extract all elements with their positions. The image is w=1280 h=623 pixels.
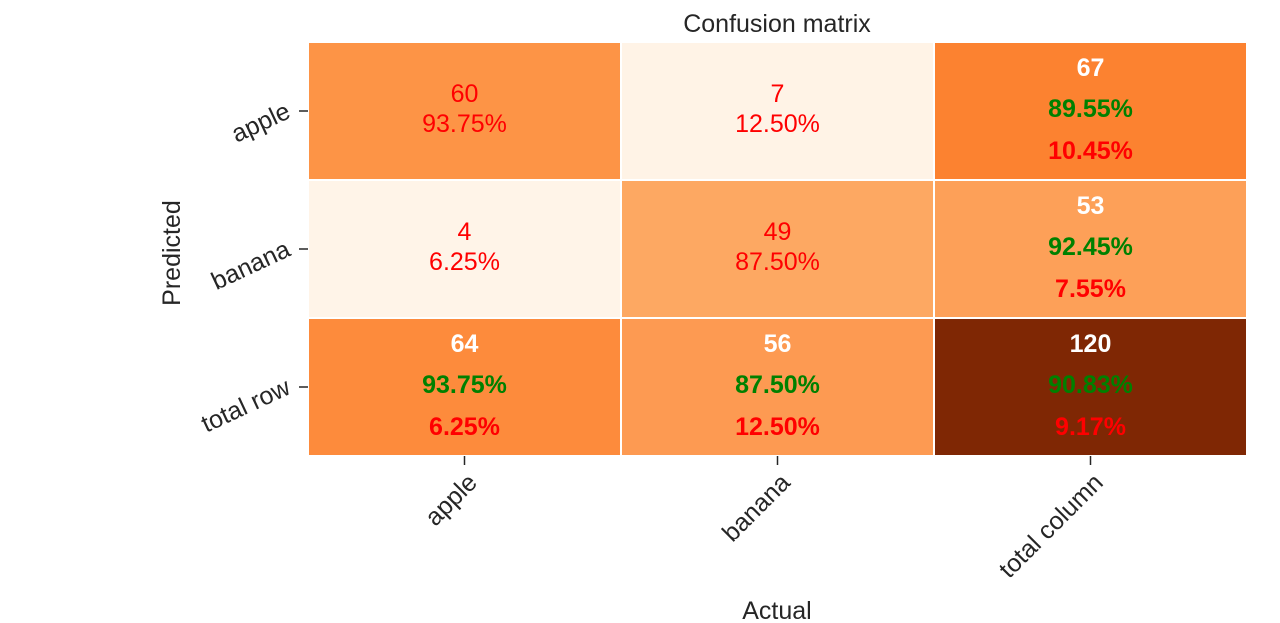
cell-percent-label: 6.25% <box>429 248 500 276</box>
total-error-percent-label: 6.25% <box>429 413 500 441</box>
cell-count-label: 4 <box>458 218 472 246</box>
total-correct-percent-label: 92.45% <box>1048 233 1133 261</box>
total-correct-percent-label: 90.83% <box>1048 371 1133 399</box>
total-count-label: 64 <box>451 330 479 358</box>
cell-count-label: 49 <box>764 218 792 246</box>
y-axis-ticks: apple banana total row <box>197 97 308 438</box>
cell-count-label: 7 <box>771 80 785 108</box>
heatmap-cell: 46.25% <box>307 179 622 319</box>
x-axis-label: Actual <box>742 597 811 623</box>
cell-count-label: 60 <box>451 80 479 108</box>
cell-percent-label: 12.50% <box>735 110 820 138</box>
heatmap-cell-rect <box>307 179 622 319</box>
heatmap-cell: 67 89.55% 10.45% <box>933 41 1248 181</box>
heatmap-cell-rect <box>933 41 1248 181</box>
total-correct-percent-label: 89.55% <box>1048 95 1133 123</box>
chart-title: Confusion matrix <box>683 10 871 38</box>
total-count-label: 56 <box>764 330 792 358</box>
total-error-percent-label: 12.50% <box>735 413 820 441</box>
y-tick-label: total row <box>197 373 295 439</box>
total-correct-percent-label: 93.75% <box>422 371 507 399</box>
y-tick-label: banana <box>207 235 295 296</box>
total-error-percent-label: 9.17% <box>1055 413 1126 441</box>
heatmap-cell: 53 92.45% 7.55% <box>933 179 1248 319</box>
x-tick-label: apple <box>420 468 483 531</box>
x-tick-label: banana <box>717 468 796 547</box>
y-tick-label: apple <box>227 97 294 148</box>
heatmap-cell: 56 87.50% 12.50% <box>620 317 935 457</box>
total-count-label: 120 <box>1070 330 1112 358</box>
total-count-label: 67 <box>1077 54 1105 82</box>
total-count-label: 53 <box>1077 192 1105 220</box>
cell-percent-label: 93.75% <box>422 110 507 138</box>
heatmap-cell: 120 90.83% 9.17% <box>933 317 1248 457</box>
total-error-percent-label: 7.55% <box>1055 275 1126 303</box>
x-tick-label: total column <box>994 468 1109 583</box>
total-correct-percent-label: 87.50% <box>735 371 820 399</box>
heatmap-cell-rect <box>307 41 622 181</box>
heatmap-cell: 64 93.75% 6.25% <box>307 317 622 457</box>
heatmap-cell-rect <box>620 179 935 319</box>
heatmap-cell: 712.50% <box>620 41 935 181</box>
heatmap-cells: 6093.75%712.50%6789.55%10.45%46.25%4987.… <box>307 41 1248 457</box>
heatmap-cell-rect <box>620 41 935 181</box>
heatmap-cell-rect <box>933 179 1248 319</box>
x-axis-ticks: apple banana total column <box>420 456 1109 584</box>
y-axis-label: Predicted <box>158 200 186 306</box>
total-error-percent-label: 10.45% <box>1048 137 1133 165</box>
cell-percent-label: 87.50% <box>735 248 820 276</box>
heatmap-cell-rect <box>620 317 935 457</box>
